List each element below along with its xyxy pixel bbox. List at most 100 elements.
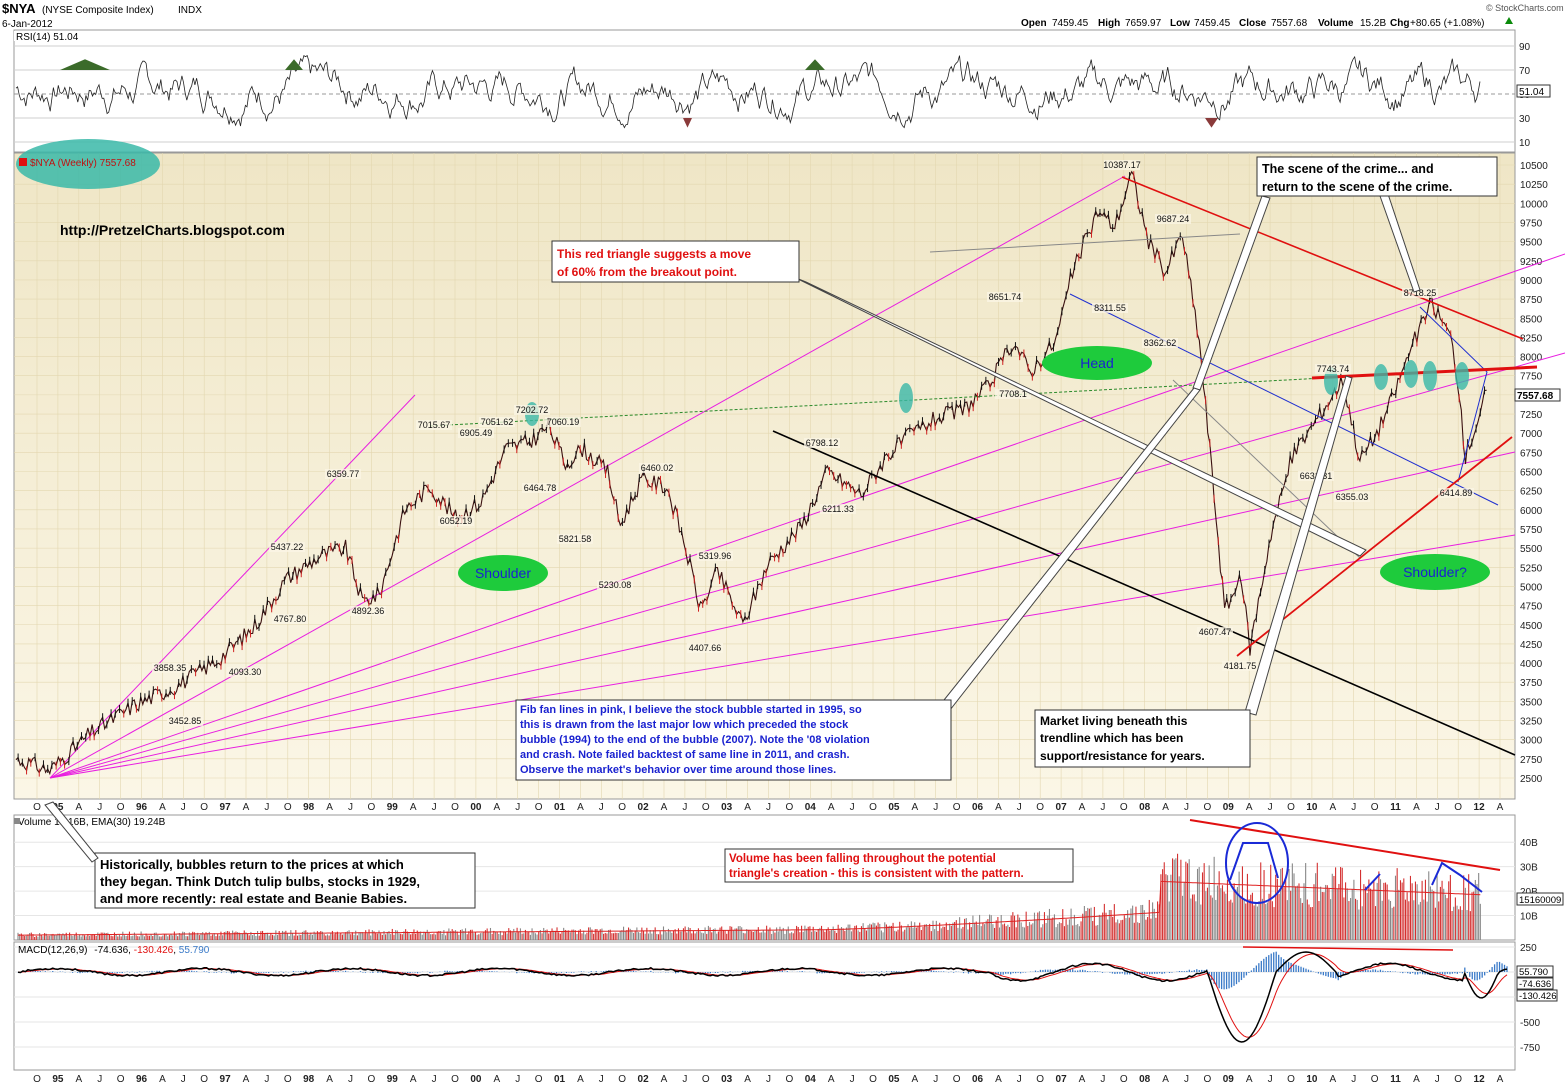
- swing-label-bg: [325, 469, 361, 479]
- swing-label: 6355.03: [1336, 492, 1369, 502]
- swing-label-bg: [479, 417, 515, 427]
- swing-label: 6414.89: [1440, 488, 1473, 498]
- swing-labels: 10387.17 9687.24 8311.55 8362.62 8651.74 7708…: [152, 160, 1474, 726]
- swing-label: 6211.33: [822, 504, 854, 514]
- symbol: $NYA: [2, 1, 36, 16]
- rsi-overbought-fill: [60, 59, 110, 70]
- x-tick-label: A: [577, 802, 584, 813]
- price-tick-label: 6500: [1520, 468, 1543, 479]
- rsi-tick-label: 90: [1519, 42, 1531, 53]
- x-tick-label: J: [850, 1074, 855, 1085]
- swing-label: 7015.67: [418, 420, 451, 430]
- price-tick-label: 10500: [1520, 161, 1548, 172]
- fib-fan-line-3: [49, 352, 1565, 779]
- x-tick-label: O: [451, 802, 459, 813]
- rsi-line: [15, 54, 1481, 129]
- x-tick-label: A: [911, 1074, 918, 1085]
- price-tick-label: 6250: [1520, 487, 1543, 498]
- macd-label-prefix: MACD(12,26,9): [18, 945, 87, 956]
- note-bubbles-box: [94, 852, 476, 909]
- x-tick-label: 06: [972, 1074, 984, 1085]
- x-tick-label: J: [599, 1074, 604, 1085]
- x-tick-label: J: [933, 802, 938, 813]
- x-tick-label: 08: [1139, 802, 1151, 813]
- x-tick-label: J: [432, 802, 437, 813]
- volume-mark-right: [1431, 861, 1483, 893]
- swing-label: 8311.55: [1094, 303, 1126, 313]
- price-tick-label: 3500: [1520, 697, 1543, 708]
- price-tick-label: 5000: [1520, 582, 1543, 593]
- pointer-bubbles: [44, 801, 99, 863]
- macd-tag-hist-value: 55.790: [1519, 967, 1548, 978]
- x-tick-label: O: [1287, 1074, 1295, 1085]
- x-tick-label: 10: [1306, 802, 1318, 813]
- swing-label: 5230.08: [599, 580, 632, 590]
- swing-label: 5821.58: [559, 534, 592, 544]
- note-scene-box: [1256, 156, 1498, 197]
- price-tick-label: 9500: [1520, 238, 1543, 249]
- swing-label: 8651.74: [989, 292, 1022, 302]
- x-tick-label: A: [577, 1074, 584, 1085]
- x-tick-label: A: [1162, 1074, 1169, 1085]
- price-y-axis: 10500 10250 10000 9750 9500 9250 9000 8750 8500 8…: [1520, 161, 1548, 785]
- rsi-oversold-fill: [1205, 118, 1218, 128]
- x-tick-label: A: [1329, 802, 1336, 813]
- teal-marker: [1423, 361, 1437, 391]
- x-tick-label: A: [75, 1074, 82, 1085]
- right-shoulder-label: Shoulder?: [1403, 564, 1467, 580]
- high-label: High: [1098, 18, 1120, 29]
- price-tick-label: 8500: [1520, 314, 1543, 325]
- swing-label: 3452.85: [169, 716, 202, 726]
- price-tick-label: 3750: [1520, 678, 1543, 689]
- macd-tag-hist: [1516, 965, 1554, 978]
- x-tick-label: A: [1079, 1074, 1086, 1085]
- fib-fan-line-2: [49, 253, 1565, 779]
- x-tick-label: A: [493, 1074, 500, 1085]
- macd-label: MACD(12,26,9) -74.636, -130.426, 55.790: [18, 945, 210, 956]
- macd-label-sep1: ,: [128, 945, 134, 956]
- x-tick-label: 95: [52, 1074, 64, 1085]
- x-tick-label: O: [702, 1074, 710, 1085]
- x-tick-label: O: [1036, 802, 1044, 813]
- volume-last-value: 15160009: [1519, 895, 1561, 906]
- swing-label-bg: [272, 614, 308, 624]
- x-tick-label: J: [97, 802, 102, 813]
- rsi-grid: [14, 45, 1515, 143]
- note-fib-box: [515, 699, 952, 781]
- x-tick-label: A: [243, 802, 250, 813]
- x-tick-label: J: [682, 802, 687, 813]
- x-tick-label: 11: [1390, 1074, 1401, 1085]
- swing-label: 6464.78: [524, 483, 557, 493]
- macd-label-signal: -130.426: [134, 945, 174, 956]
- price-tick-label: 7750: [1520, 372, 1543, 383]
- up-arrow-icon: [1505, 17, 1513, 24]
- x-tick-label: 97: [220, 1074, 232, 1085]
- x-tick-label: O: [702, 802, 710, 813]
- swing-label-bg: [1222, 661, 1258, 671]
- x-tick-label: 10: [1306, 1074, 1318, 1085]
- price-tick-label: 8000: [1520, 353, 1543, 364]
- low-label: Low: [1170, 18, 1190, 29]
- price-tick-label: 6750: [1520, 448, 1543, 459]
- macd-tick-label: -750: [1520, 1043, 1540, 1054]
- open-value: 7459.45: [1052, 18, 1089, 29]
- x-tick-label: 97: [220, 802, 232, 813]
- macd-tag-macd-value: -74.636: [1519, 979, 1551, 990]
- x-tick-label: J: [348, 1074, 353, 1085]
- note-scene-line1: The scene of the crime... and: [1262, 162, 1434, 176]
- x-tick-label: J: [515, 802, 520, 813]
- swing-label-bg: [438, 516, 474, 526]
- swing-label: 9687.24: [1157, 214, 1190, 224]
- left-shoulder-label: Shoulder: [475, 565, 531, 581]
- x-tick-label: O: [618, 1074, 626, 1085]
- price-tick-label: 2750: [1520, 755, 1543, 766]
- x-tick-label: A: [326, 1074, 333, 1085]
- x-tick-label: 06: [972, 802, 984, 813]
- volume-swatch: [14, 818, 20, 824]
- x-tick-label: J: [181, 1074, 186, 1085]
- open-label: Open: [1021, 18, 1047, 29]
- note-trendline-line2: trendline which has been: [1040, 731, 1183, 745]
- x-tick-label: O: [786, 802, 794, 813]
- x-tick-label: A: [159, 802, 166, 813]
- note-trendline-line1: Market living beneath this: [1040, 714, 1188, 728]
